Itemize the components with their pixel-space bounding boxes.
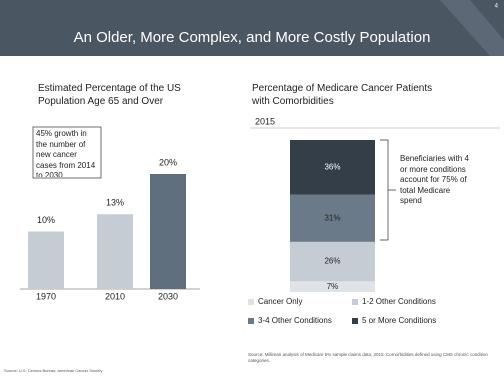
legend-label: 3-4 Other Conditions (258, 316, 332, 325)
bar (97, 214, 133, 289)
x-tick-label: 2030 (158, 291, 178, 301)
right-title-box: Percentage of Medicare Cancer Patients w… (252, 83, 433, 107)
legend-swatch (352, 299, 358, 305)
value-label: 10% (37, 215, 55, 225)
left-annotation: 45% growth in the number of new cancer c… (36, 129, 96, 177)
bar-segment (290, 281, 375, 292)
value-label: 36% (324, 162, 340, 171)
bar (150, 174, 186, 289)
bar-segment (290, 194, 375, 242)
category-label: 2015 (255, 116, 275, 126)
header-band (0, 0, 504, 56)
value-label: 13% (106, 198, 124, 208)
x-tick-label: 2010 (105, 291, 125, 301)
right-title: Percentage of Medicare Cancer Patients w… (252, 83, 433, 107)
bar-segment (290, 140, 375, 195)
value-label: 26% (324, 257, 340, 266)
value-label: 20% (159, 157, 177, 167)
legend-swatch (248, 318, 254, 324)
annotation-box (32, 126, 102, 179)
legend-label: 1-2 Other Conditions (362, 297, 436, 306)
value-label: 7% (327, 282, 339, 291)
legend-swatch (248, 299, 254, 305)
logo-shape (440, 0, 504, 56)
footnote-left-box: Source: U.S. Census Bureau; American Can… (4, 368, 103, 373)
left-title-box: Estimated Percentage of the US Populatio… (38, 83, 181, 107)
bracket (380, 139, 396, 241)
x-tick-label: 1970 (36, 291, 56, 301)
slide-title: An Older, More Complex, and More Costly … (74, 29, 431, 46)
legend-label: 5 or More Conditions (362, 316, 436, 325)
bar-segment (290, 241, 375, 282)
page-number: 4 (495, 4, 499, 10)
legend-label: Cancer Only (258, 297, 302, 306)
right-annotation: Beneficiaries with 4 or more conditions … (400, 154, 469, 205)
left-annotation-box: 45% growth in the number of new cancer c… (36, 129, 96, 177)
legend-swatch (352, 318, 358, 324)
value-label: 31% (324, 213, 340, 222)
footnote-right: Source: Milliman analysis of Medicare 5%… (248, 352, 488, 363)
footnote-right-box: Source: Milliman analysis of Medicare 5%… (248, 352, 488, 363)
bar (28, 231, 64, 289)
left-title: Estimated Percentage of the US Populatio… (38, 83, 181, 107)
right-annotation-box: Beneficiaries with 4 or more conditions … (400, 154, 469, 205)
footnote-left: Source: U.S. Census Bureau; American Can… (4, 368, 103, 373)
